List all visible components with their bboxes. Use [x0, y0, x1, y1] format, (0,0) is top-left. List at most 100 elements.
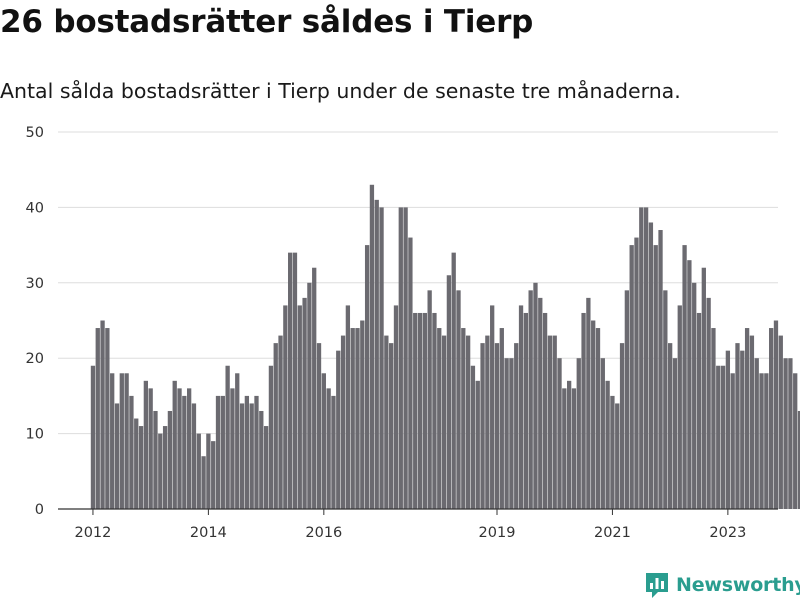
- bar: [735, 343, 740, 509]
- bar: [581, 312, 586, 509]
- bar: [624, 290, 630, 509]
- bar: [196, 433, 201, 509]
- bar: [658, 230, 663, 509]
- bar: [413, 312, 418, 509]
- x-axis-ticks: 2012201420162019202120232025: [74, 509, 746, 541]
- bar: [759, 373, 764, 509]
- bar: [364, 245, 370, 509]
- bar: [239, 403, 245, 509]
- bar: [331, 395, 336, 509]
- newsworthy-logo-icon: [646, 573, 668, 598]
- bar: [595, 328, 601, 509]
- bar: [692, 282, 697, 509]
- bar: [562, 388, 567, 509]
- bar: [701, 267, 706, 509]
- bar: [764, 373, 769, 509]
- bar: [316, 343, 322, 509]
- bar: [788, 358, 793, 509]
- bar: [393, 305, 399, 509]
- bar: [143, 380, 149, 509]
- bar: [461, 328, 466, 509]
- bar: [124, 373, 129, 509]
- bar: [744, 328, 750, 509]
- bar: [273, 343, 278, 509]
- bar: [706, 297, 711, 509]
- bar: [148, 388, 153, 509]
- bars: [90, 184, 800, 510]
- bar: [95, 328, 100, 509]
- bar: [446, 275, 452, 509]
- bar: [355, 328, 360, 509]
- bar: [716, 365, 721, 509]
- bar: [773, 320, 779, 509]
- bar: [167, 410, 173, 509]
- bar: [292, 252, 298, 509]
- bar: [523, 312, 528, 509]
- bar: [110, 373, 115, 509]
- bar: [182, 395, 187, 509]
- bar: [114, 403, 120, 509]
- bar: [600, 358, 605, 509]
- bar: [677, 305, 682, 509]
- bar: [263, 426, 269, 509]
- bar: [326, 388, 331, 509]
- bar: [422, 312, 427, 509]
- bar: [235, 373, 240, 509]
- bar: [302, 297, 307, 509]
- y-tick-label: 50: [26, 125, 44, 141]
- x-tick-label: 2019: [479, 525, 516, 541]
- bar: [249, 403, 254, 509]
- bar: [793, 373, 798, 509]
- bar: [451, 252, 456, 509]
- bar: [191, 403, 197, 509]
- bar: [682, 245, 687, 509]
- bar: [259, 410, 264, 509]
- x-tick-label: 2014: [190, 525, 227, 541]
- bar: [615, 403, 620, 509]
- bar: [288, 252, 293, 509]
- brand-name: Newsworthy: [676, 574, 800, 596]
- bar: [730, 373, 735, 509]
- bar: [100, 320, 105, 509]
- bar: [797, 410, 800, 509]
- bar: [566, 380, 572, 509]
- bar: [725, 350, 731, 509]
- chart-subtitle: Antal sålda bostadsrätter i Tierp under …: [0, 79, 681, 103]
- brand-logo: Newsworthy: [644, 570, 800, 600]
- bar: [490, 305, 495, 509]
- x-tick-label: 2021: [594, 525, 631, 541]
- bar: [576, 358, 581, 509]
- bar: [528, 290, 533, 509]
- bar: [437, 328, 442, 509]
- bar: [384, 335, 389, 509]
- y-tick-label: 30: [26, 276, 44, 292]
- bar: [668, 343, 673, 509]
- bar: [172, 380, 177, 509]
- bar: [610, 395, 615, 509]
- bar: [321, 373, 326, 509]
- bar: [158, 433, 163, 509]
- bar: [470, 365, 476, 509]
- bar: [571, 388, 577, 509]
- bar: [283, 305, 288, 509]
- bar: [379, 207, 384, 509]
- x-tick-label: 2016: [305, 525, 342, 541]
- bar: [465, 335, 471, 509]
- bar: [297, 305, 302, 509]
- bar: [749, 335, 755, 509]
- bar: [312, 267, 317, 509]
- bar: [215, 395, 221, 509]
- bar: [403, 207, 408, 509]
- bar: [374, 199, 379, 510]
- bar: [119, 373, 124, 509]
- bar: [494, 343, 500, 509]
- bar: [711, 328, 716, 509]
- bar: [605, 380, 610, 509]
- bar: [162, 426, 168, 509]
- bar: [648, 222, 654, 510]
- bar: [230, 388, 235, 509]
- bar: [153, 410, 158, 509]
- bar: [129, 395, 134, 509]
- bar: [672, 358, 678, 509]
- bar: [441, 335, 447, 509]
